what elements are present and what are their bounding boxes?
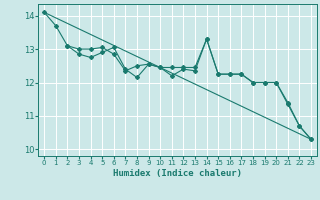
X-axis label: Humidex (Indice chaleur): Humidex (Indice chaleur)	[113, 169, 242, 178]
